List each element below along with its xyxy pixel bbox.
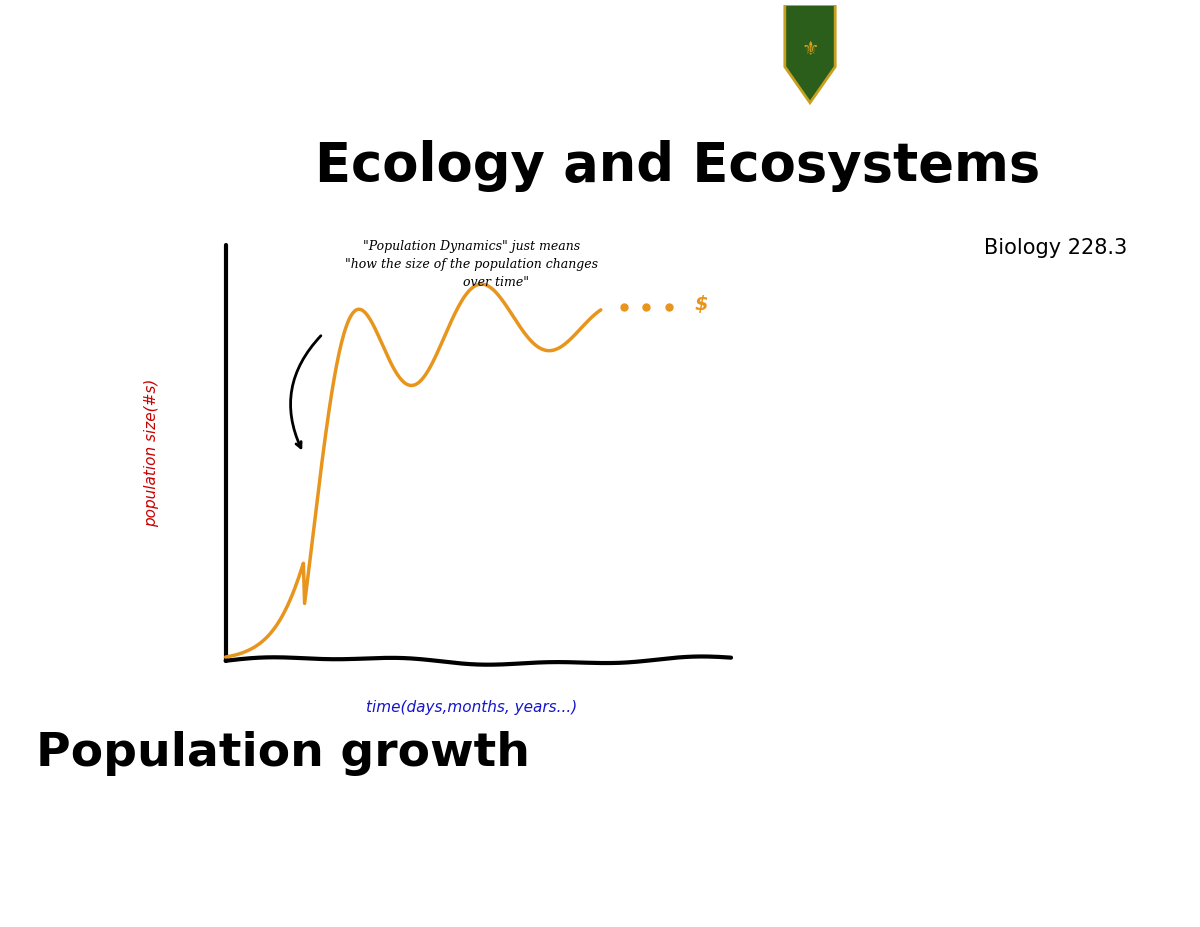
Text: SASKATCHEWAN: SASKATCHEWAN [870, 68, 1037, 85]
Text: Population growth: Population growth [36, 730, 530, 776]
Polygon shape [785, 5, 835, 103]
Text: population size(#s): population size(#s) [144, 379, 158, 527]
Text: "Population Dynamics" just means
"how the size of the population changes
       : "Population Dynamics" just means "how th… [346, 240, 599, 289]
Text: Biology 228.3: Biology 228.3 [984, 238, 1128, 258]
Text: time(days,months, years...): time(days,months, years...) [366, 700, 577, 715]
Text: UNIVERSITY OF: UNIVERSITY OF [870, 28, 1025, 46]
Text: Ecology and Ecosystems: Ecology and Ecosystems [316, 140, 1040, 192]
Text: $: $ [695, 295, 708, 314]
Text: Sept 21 to Sept 25, 2020: Sept 21 to Sept 25, 2020 [30, 38, 538, 71]
Text: ⚜: ⚜ [802, 40, 818, 59]
